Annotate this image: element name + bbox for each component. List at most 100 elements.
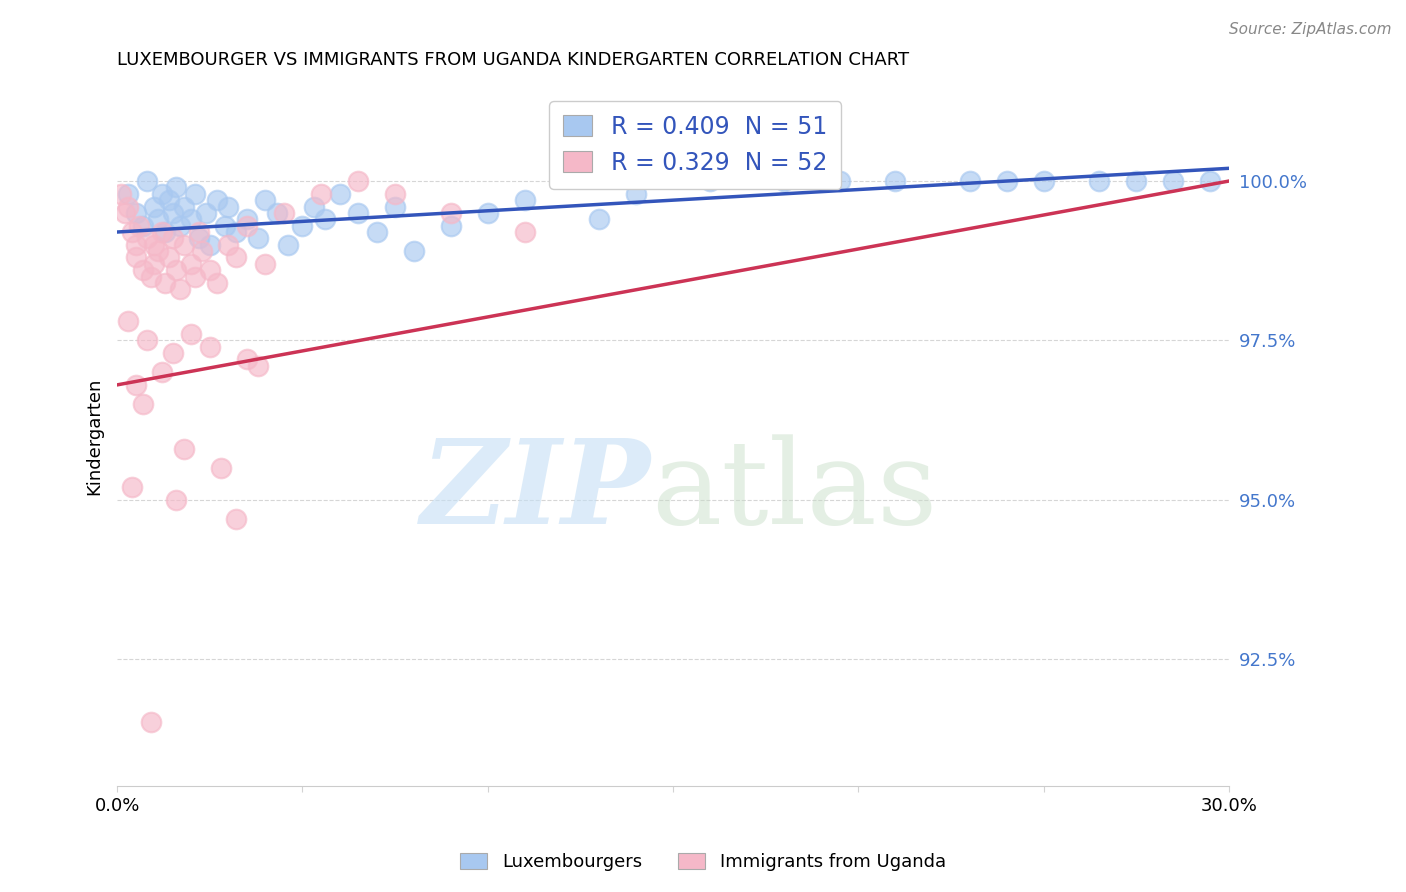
Point bbox=[180, 257, 202, 271]
Point bbox=[135, 231, 157, 245]
Point bbox=[169, 282, 191, 296]
Point bbox=[180, 326, 202, 341]
Point bbox=[157, 193, 180, 207]
Point bbox=[440, 219, 463, 233]
Point bbox=[125, 251, 148, 265]
Point bbox=[291, 219, 314, 233]
Point bbox=[191, 244, 214, 259]
Point bbox=[266, 206, 288, 220]
Point bbox=[117, 314, 139, 328]
Point bbox=[828, 174, 851, 188]
Point bbox=[143, 257, 166, 271]
Point bbox=[162, 231, 184, 245]
Point bbox=[247, 231, 270, 245]
Point bbox=[254, 193, 277, 207]
Point bbox=[143, 200, 166, 214]
Point bbox=[162, 206, 184, 220]
Point bbox=[169, 219, 191, 233]
Point bbox=[1199, 174, 1222, 188]
Point bbox=[195, 206, 218, 220]
Point bbox=[110, 186, 132, 201]
Point bbox=[1163, 174, 1185, 188]
Point bbox=[117, 186, 139, 201]
Point bbox=[114, 206, 136, 220]
Point bbox=[254, 257, 277, 271]
Point bbox=[166, 263, 188, 277]
Point bbox=[513, 225, 536, 239]
Point bbox=[146, 244, 169, 259]
Point bbox=[277, 237, 299, 252]
Point bbox=[143, 237, 166, 252]
Point bbox=[959, 174, 981, 188]
Point bbox=[366, 225, 388, 239]
Point bbox=[225, 251, 247, 265]
Point bbox=[1088, 174, 1111, 188]
Point bbox=[225, 225, 247, 239]
Legend: Luxembourgers, Immigrants from Uganda: Luxembourgers, Immigrants from Uganda bbox=[453, 846, 953, 879]
Point bbox=[173, 200, 195, 214]
Point bbox=[884, 174, 907, 188]
Point bbox=[128, 219, 150, 233]
Point bbox=[155, 225, 177, 239]
Point bbox=[699, 174, 721, 188]
Point bbox=[184, 269, 207, 284]
Point bbox=[125, 377, 148, 392]
Point bbox=[995, 174, 1018, 188]
Point bbox=[384, 200, 406, 214]
Point bbox=[314, 212, 336, 227]
Point bbox=[198, 237, 221, 252]
Point bbox=[236, 352, 259, 367]
Point bbox=[150, 225, 173, 239]
Point bbox=[125, 237, 148, 252]
Point bbox=[139, 715, 162, 730]
Point bbox=[1125, 174, 1147, 188]
Point bbox=[207, 193, 229, 207]
Point bbox=[1032, 174, 1054, 188]
Point bbox=[217, 200, 239, 214]
Point bbox=[309, 186, 332, 201]
Point bbox=[328, 186, 350, 201]
Point bbox=[302, 200, 325, 214]
Point bbox=[139, 269, 162, 284]
Point bbox=[125, 206, 148, 220]
Point bbox=[180, 212, 202, 227]
Point bbox=[402, 244, 425, 259]
Text: atlas: atlas bbox=[651, 434, 938, 549]
Point bbox=[588, 212, 610, 227]
Point bbox=[624, 186, 647, 201]
Point bbox=[198, 263, 221, 277]
Point bbox=[146, 212, 169, 227]
Point bbox=[150, 365, 173, 379]
Point bbox=[166, 180, 188, 194]
Point bbox=[166, 492, 188, 507]
Point bbox=[347, 206, 370, 220]
Point bbox=[198, 340, 221, 354]
Point bbox=[207, 276, 229, 290]
Point bbox=[132, 397, 155, 411]
Point bbox=[236, 212, 259, 227]
Point bbox=[225, 511, 247, 525]
Point bbox=[135, 174, 157, 188]
Point bbox=[384, 186, 406, 201]
Point bbox=[132, 263, 155, 277]
Point bbox=[135, 333, 157, 347]
Point bbox=[132, 219, 155, 233]
Legend: R = 0.409  N = 51, R = 0.329  N = 52: R = 0.409 N = 51, R = 0.329 N = 52 bbox=[550, 101, 841, 189]
Point bbox=[173, 442, 195, 456]
Point bbox=[347, 174, 370, 188]
Point bbox=[513, 193, 536, 207]
Point bbox=[121, 225, 143, 239]
Point bbox=[157, 251, 180, 265]
Text: LUXEMBOURGER VS IMMIGRANTS FROM UGANDA KINDERGARTEN CORRELATION CHART: LUXEMBOURGER VS IMMIGRANTS FROM UGANDA K… bbox=[117, 51, 910, 69]
Point bbox=[162, 346, 184, 360]
Text: ZIP: ZIP bbox=[420, 434, 651, 549]
Point bbox=[247, 359, 270, 373]
Point bbox=[150, 186, 173, 201]
Point bbox=[187, 225, 209, 239]
Point bbox=[173, 237, 195, 252]
Point bbox=[236, 219, 259, 233]
Text: Source: ZipAtlas.com: Source: ZipAtlas.com bbox=[1229, 22, 1392, 37]
Point bbox=[187, 231, 209, 245]
Point bbox=[117, 200, 139, 214]
Point bbox=[209, 460, 232, 475]
